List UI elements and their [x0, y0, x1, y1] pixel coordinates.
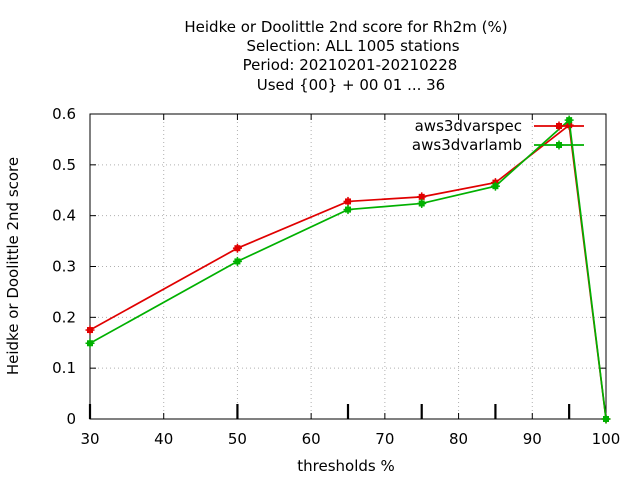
chart-title-line-1: Heidke or Doolittle 2nd score for Rh2m (… [184, 18, 507, 36]
y-tick-label: 0.6 [52, 105, 76, 123]
y-tick-label: 0.3 [52, 258, 76, 276]
data-point [232, 243, 242, 253]
data-point [601, 414, 611, 424]
y-axis-ticks: 0 0.1 0.2 0.3 0.4 0.5 0.6 [52, 105, 606, 428]
x-tick-label: 60 [302, 430, 321, 448]
x-tick-label: 30 [80, 430, 99, 448]
x-tick-label: 100 [592, 430, 621, 448]
y-tick-label: 0.2 [52, 308, 76, 326]
data-point [343, 205, 353, 215]
x-axis-ticks: 30 40 50 60 70 80 90 100 [80, 114, 620, 448]
x-tick-label: 40 [154, 430, 173, 448]
data-point [232, 256, 242, 266]
data-point [85, 325, 95, 335]
legend-marker [554, 140, 564, 150]
legend-label: aws3dvarspec [415, 117, 522, 135]
chart-title-line-3: Period: 20210201-20210228 [243, 56, 458, 74]
x-axis-label: thresholds % [297, 457, 394, 475]
data-point [343, 196, 353, 206]
x-tick-label: 50 [228, 430, 247, 448]
chart-title-line-4: Used {00} + 00 01 ... 36 [257, 76, 445, 94]
y-tick-label: 0.1 [52, 359, 76, 377]
x-tick-label: 70 [375, 430, 394, 448]
data-point [490, 181, 500, 191]
y-tick-label: 0.5 [52, 156, 76, 174]
data-point [85, 338, 95, 348]
legend-label: aws3dvarlamb [412, 136, 522, 154]
legend-marker [554, 121, 564, 131]
data-point [417, 198, 427, 208]
x-tick-label: 90 [523, 430, 542, 448]
grid [90, 114, 606, 419]
data-point [564, 115, 574, 125]
chart-title-line-2: Selection: ALL 1005 stations [246, 37, 459, 55]
plot-frame [89, 113, 607, 420]
series-layer [85, 115, 611, 424]
x-tick-label: 80 [449, 430, 468, 448]
series-aws3dvarlamb [85, 115, 611, 424]
y-tick-label: 0.4 [52, 207, 76, 225]
y-tick-label: 0 [66, 410, 76, 428]
chart-title: Heidke or Doolittle 2nd score for Rh2m (… [184, 18, 507, 94]
y-axis-label: Heidke or Doolittle 2nd score [4, 157, 22, 375]
